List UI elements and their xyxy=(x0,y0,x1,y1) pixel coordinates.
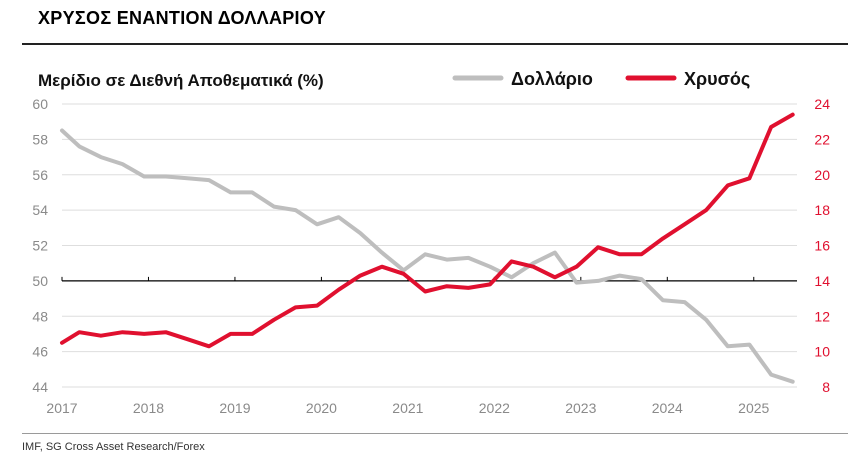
right-tick-label: 10 xyxy=(814,344,830,360)
x-tick-label: 2025 xyxy=(738,400,769,416)
right-tick-label: 14 xyxy=(814,273,830,289)
x-tick-label: 2023 xyxy=(565,400,596,416)
legend-label: Δολλάριο xyxy=(511,69,593,89)
x-tick-label: 2021 xyxy=(392,400,423,416)
x-tick-label: 2018 xyxy=(133,400,164,416)
left-tick-label: 50 xyxy=(32,273,48,289)
chart-title: Μερίδιο σε Διεθνή Αποθεματικά (%) xyxy=(38,71,324,90)
right-tick-label: 20 xyxy=(814,167,830,183)
x-tick-label: 2022 xyxy=(479,400,510,416)
left-tick-label: 54 xyxy=(32,202,48,218)
page-title: ΧΡΥΣΟΣ ΕΝΑΝΤΙΟΝ ΔΟΛΛΑΡΙΟΥ xyxy=(38,8,326,28)
left-tick-label: 44 xyxy=(32,379,48,395)
footer-divider xyxy=(22,433,848,434)
right-tick-label: 16 xyxy=(814,238,830,254)
title-divider xyxy=(22,43,848,45)
x-tick-label: 2019 xyxy=(219,400,250,416)
right-tick-label: 24 xyxy=(814,96,830,112)
left-axis: 44 46 48 50 52 54 56 58 60 xyxy=(32,96,48,395)
left-tick-label: 56 xyxy=(32,167,48,183)
x-tick-label: 2024 xyxy=(652,400,683,416)
left-tick-label: 46 xyxy=(32,344,48,360)
x-tick-label: 2017 xyxy=(46,400,77,416)
source-note: IMF, SG Cross Asset Research/Forex xyxy=(22,441,205,453)
x-axis: 2017 2018 2019 2020 2021 2022 2023 2024 2025 xyxy=(46,276,770,416)
right-tick-label: 22 xyxy=(814,131,830,147)
right-tick-label: 8 xyxy=(822,379,830,395)
left-tick-label: 52 xyxy=(32,238,48,254)
legend-label: Χρυσός xyxy=(684,69,750,89)
series-line-gold xyxy=(60,112,795,349)
right-axis: 8 10 12 14 16 18 20 22 24 xyxy=(814,96,830,395)
right-tick-label: 12 xyxy=(814,308,830,324)
series-lines xyxy=(60,112,795,384)
left-tick-label: 48 xyxy=(32,308,48,324)
x-tick-label: 2020 xyxy=(306,400,337,416)
left-tick-label: 58 xyxy=(32,131,48,147)
series-line-dollar xyxy=(60,128,795,384)
right-tick-label: 18 xyxy=(814,202,830,218)
left-tick-label: 60 xyxy=(32,96,48,112)
legend: Δολλάριο Χρυσός xyxy=(452,69,750,89)
chart-grid xyxy=(62,103,797,388)
